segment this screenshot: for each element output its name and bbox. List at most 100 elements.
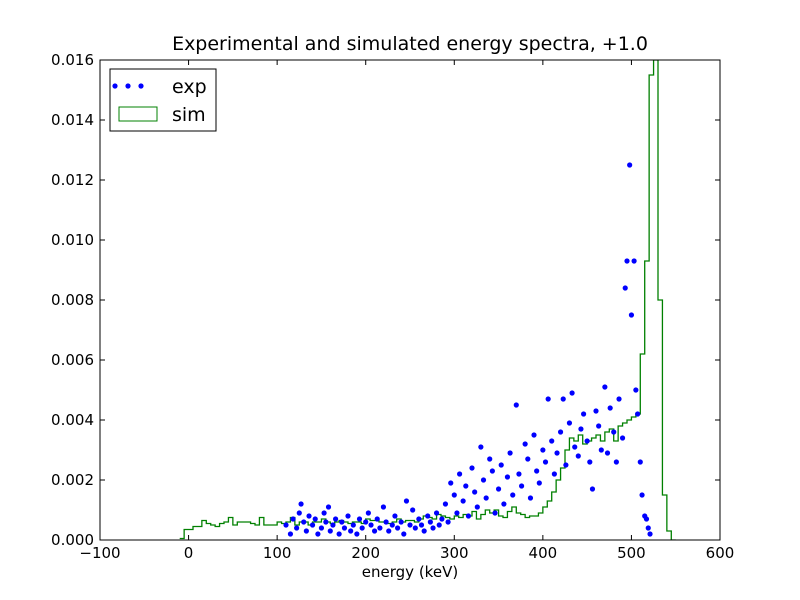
exp-point	[616, 396, 622, 402]
exp-point	[492, 510, 498, 516]
exp-point	[578, 426, 584, 432]
exp-point	[513, 402, 519, 408]
exp-point	[510, 492, 516, 498]
exp-point	[339, 519, 345, 525]
exp-point	[416, 516, 422, 522]
exp-point	[624, 258, 630, 264]
exp-point	[312, 516, 318, 522]
exp-point	[569, 390, 575, 396]
x-tick-label: 0	[184, 544, 194, 562]
exp-point	[566, 420, 573, 426]
exp-point	[430, 525, 436, 531]
exp-point	[516, 471, 522, 477]
exp-point	[398, 519, 404, 525]
exp-point	[531, 432, 537, 438]
exp-point	[368, 522, 374, 528]
legend-exp-marker	[138, 83, 144, 89]
exp-point	[392, 513, 398, 519]
exp-point	[542, 459, 549, 465]
exp-point	[448, 480, 454, 486]
x-tick-label: 100	[263, 544, 292, 562]
exp-point	[560, 396, 566, 402]
x-tick-label: 300	[440, 544, 469, 562]
legend-label-sim: sim	[172, 104, 206, 126]
exp-point	[350, 522, 356, 528]
exp-point	[421, 528, 427, 534]
data-layer	[179, 60, 676, 540]
exp-point	[363, 519, 369, 525]
exp-point	[296, 510, 302, 516]
exp-point	[534, 468, 540, 474]
exp-point	[445, 519, 451, 525]
exp-point	[480, 477, 487, 483]
x-tick-label: 600	[706, 544, 735, 562]
exp-point	[519, 483, 525, 489]
y-tick-label: 0.012	[51, 171, 94, 189]
exp-point	[495, 486, 502, 492]
exp-point	[581, 411, 587, 417]
sim-step-line	[179, 60, 676, 540]
exp-point	[474, 504, 480, 510]
exp-point	[460, 498, 466, 504]
exp-point	[584, 438, 590, 444]
x-axis-label: energy (keV)	[362, 563, 458, 581]
exp-point	[504, 474, 511, 480]
exp-point	[407, 522, 413, 528]
exp-point	[303, 528, 309, 534]
exp-point	[463, 483, 469, 489]
exp-point	[489, 468, 495, 474]
exp-point	[483, 495, 489, 501]
y-tick-label: 0.002	[51, 471, 94, 489]
legend-exp-marker	[112, 83, 118, 89]
exp-point	[637, 459, 643, 465]
exp-point	[389, 522, 395, 528]
exp-point	[454, 510, 460, 516]
exp-point	[318, 525, 325, 531]
exp-point	[572, 444, 578, 450]
x-tick-label: 500	[617, 544, 646, 562]
exp-point	[536, 480, 542, 486]
exp-point	[478, 444, 484, 450]
exp-point	[507, 450, 513, 456]
exp-point	[395, 525, 401, 531]
exp-point	[301, 519, 307, 525]
y-tick-label: 0.000	[51, 531, 94, 549]
exp-point	[327, 528, 333, 534]
exp-point	[377, 525, 383, 531]
exp-point	[345, 513, 351, 519]
exp-point	[602, 384, 608, 390]
exp-point	[427, 519, 433, 525]
exp-point	[643, 516, 650, 522]
exp-point	[540, 447, 546, 453]
exp-point	[633, 387, 639, 393]
exp-point	[613, 459, 619, 465]
exp-point	[341, 525, 348, 531]
exp-point	[639, 492, 645, 498]
exp-point	[522, 441, 528, 447]
exp-point	[596, 423, 602, 429]
exp-point	[412, 525, 418, 531]
exp-point	[501, 501, 507, 507]
exp-point	[549, 438, 555, 444]
exp-point	[619, 435, 626, 441]
exp-point	[563, 462, 569, 468]
y-tick-label: 0.004	[51, 411, 94, 429]
exp-point	[627, 162, 633, 168]
exp-point	[487, 456, 493, 462]
exp-point	[457, 471, 463, 477]
exp-point	[647, 531, 653, 537]
exp-point	[365, 510, 371, 516]
exp-point	[325, 504, 332, 510]
exp-point	[321, 510, 327, 516]
exp-point	[557, 429, 564, 435]
exp-point	[359, 525, 365, 531]
exp-point	[631, 258, 637, 264]
exp-point	[283, 522, 289, 528]
exp-point	[622, 285, 628, 291]
y-tick-label: 0.006	[51, 351, 94, 369]
x-tick-label: 400	[529, 544, 558, 562]
exp-point	[635, 411, 641, 417]
legend: exp sim	[109, 68, 217, 132]
exp-point	[425, 513, 431, 519]
exp-point	[323, 519, 329, 525]
